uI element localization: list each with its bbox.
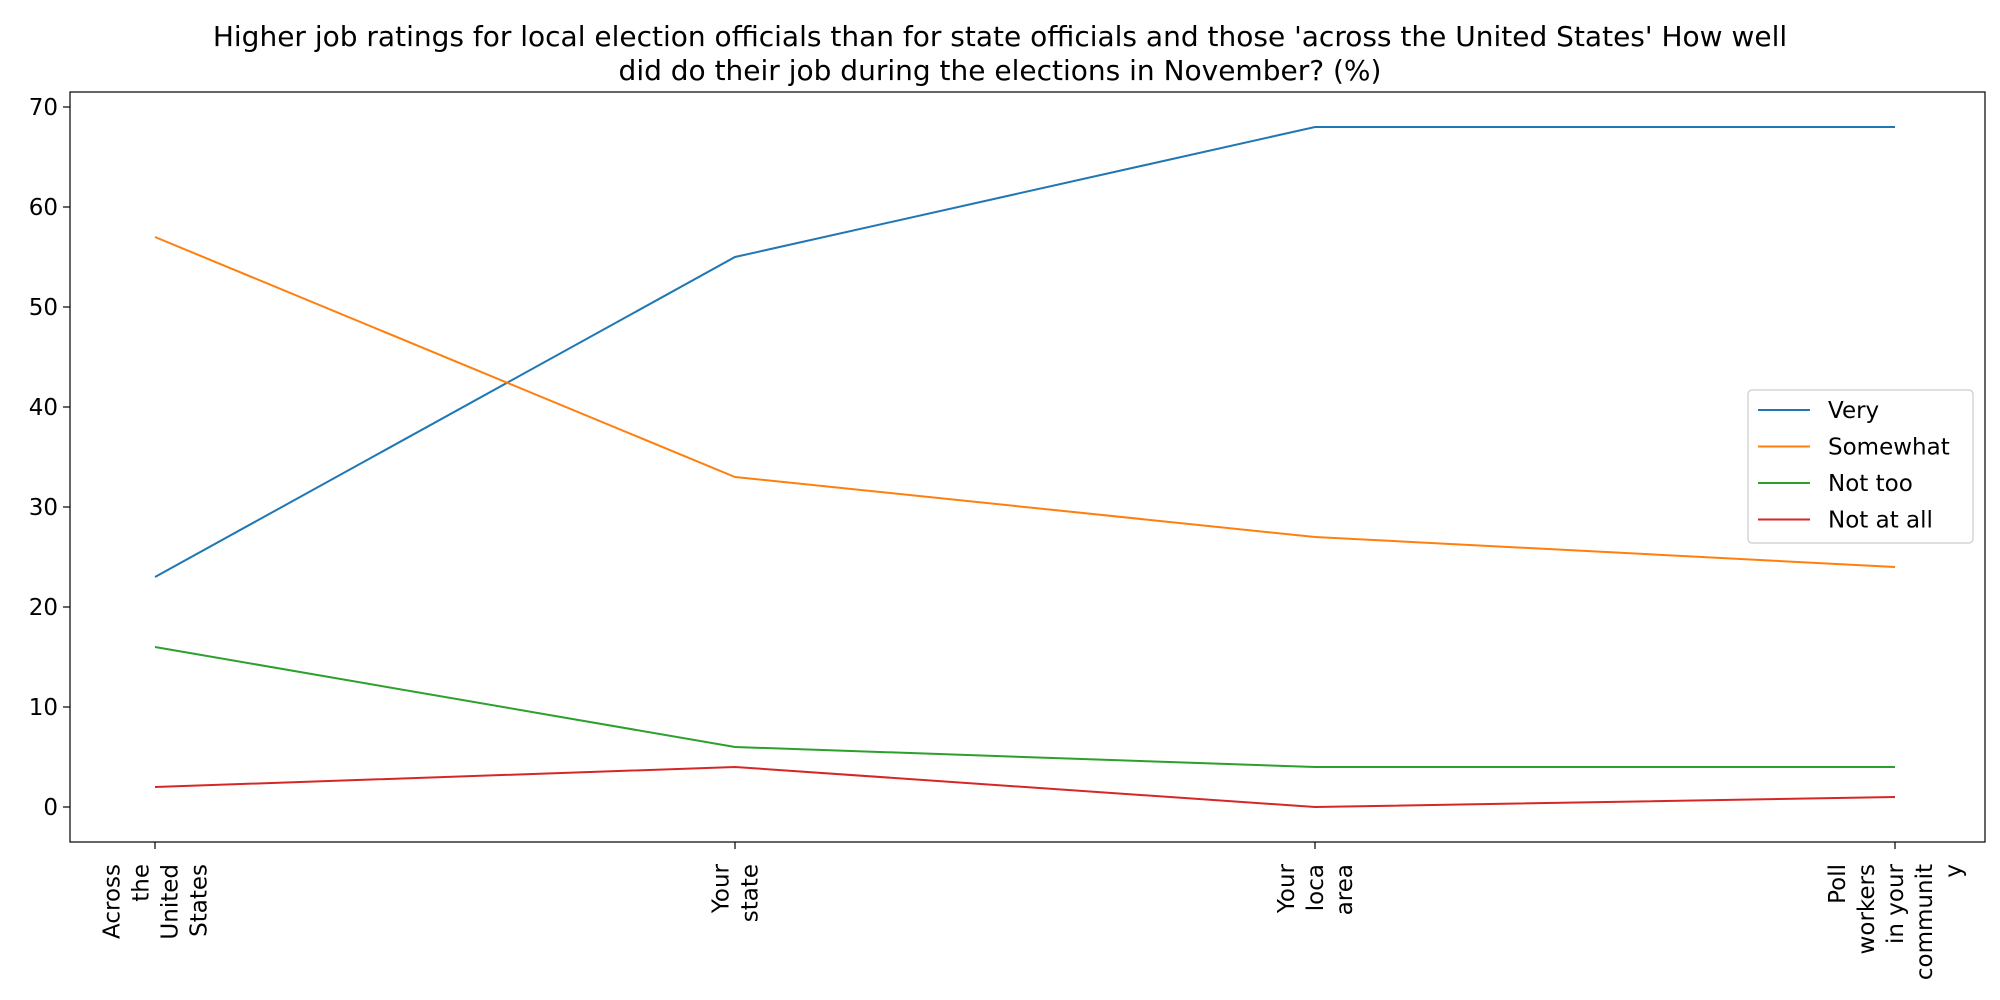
x-tick-label-line: the <box>129 864 155 902</box>
x-tick-label-line: States <box>187 864 213 937</box>
chart-title-line-1: Higher job ratings for local election of… <box>212 20 1788 53</box>
x-tick-label: Poll workers in your communit y <box>1825 863 1967 980</box>
y-tick-label: 20 <box>29 595 58 621</box>
x-tick-label-text: Poll workers in your communit y <box>1825 863 1967 980</box>
x-tick-label: Your state <box>709 863 764 922</box>
plot-area <box>154 126 1896 809</box>
legend-label: Not at all <box>1828 508 1933 534</box>
x-tick-label-line: area <box>1332 864 1358 915</box>
y-tick-label: 60 <box>29 195 58 221</box>
x-tick-label-line: y <box>1941 864 1967 878</box>
x-tick-label-line: Poll <box>1825 864 1851 904</box>
x-tick-label-line: workers <box>1854 864 1880 954</box>
chart-title: Higher job ratings for local election of… <box>0 20 2000 88</box>
legend-label: Not too <box>1828 471 1913 497</box>
x-tick-label-line: communit <box>1912 864 1938 980</box>
series-line-very <box>154 126 1895 578</box>
legend-box <box>1747 389 1974 544</box>
x-tick-label-line: state <box>738 864 764 922</box>
axes: 0 10 20 30 40 50 60 70 Across the United States Your… <box>29 91 1986 980</box>
series-line-not-at-all <box>154 765 1896 809</box>
plot-frame <box>69 91 1986 843</box>
legend: Very Somewhat Not too Not at all <box>1747 389 1974 544</box>
series-line-somewhat <box>154 236 1896 568</box>
y-tick-label: 10 <box>29 695 58 721</box>
x-tick-label-line: loca <box>1303 864 1329 911</box>
x-tick-label-text: Across the United States <box>100 864 213 940</box>
y-tick-label: 30 <box>29 495 58 521</box>
x-tick-label: Across the United States <box>100 864 213 940</box>
x-tick-label-line: Your <box>709 863 735 914</box>
legend-label: Very <box>1828 398 1879 424</box>
y-tick-label: 0 <box>43 795 58 821</box>
y-tick-label: 40 <box>29 395 58 421</box>
y-tick-label: 50 <box>29 295 58 321</box>
series-line-not-too <box>154 646 1895 768</box>
x-tick-label-text: Your state <box>709 863 764 922</box>
legend-label: Somewhat <box>1828 435 1950 461</box>
x-tick-label-line: Your <box>1274 863 1300 914</box>
x-tick-label-text: Your loca area <box>1274 863 1358 915</box>
x-tick-label-line: in your <box>1883 863 1909 944</box>
x-tick-label-line: Across <box>100 864 126 939</box>
y-tick-label: 70 <box>29 95 58 121</box>
x-tick-label-line: United <box>158 864 184 940</box>
x-tick-label: Your loca area <box>1274 863 1358 915</box>
chart-title-line-2: did do their job during the elections in… <box>618 54 1382 87</box>
